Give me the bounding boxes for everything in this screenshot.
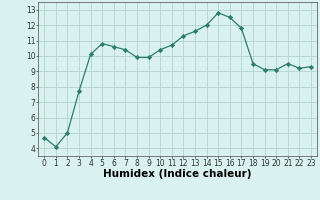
X-axis label: Humidex (Indice chaleur): Humidex (Indice chaleur) <box>103 169 252 179</box>
